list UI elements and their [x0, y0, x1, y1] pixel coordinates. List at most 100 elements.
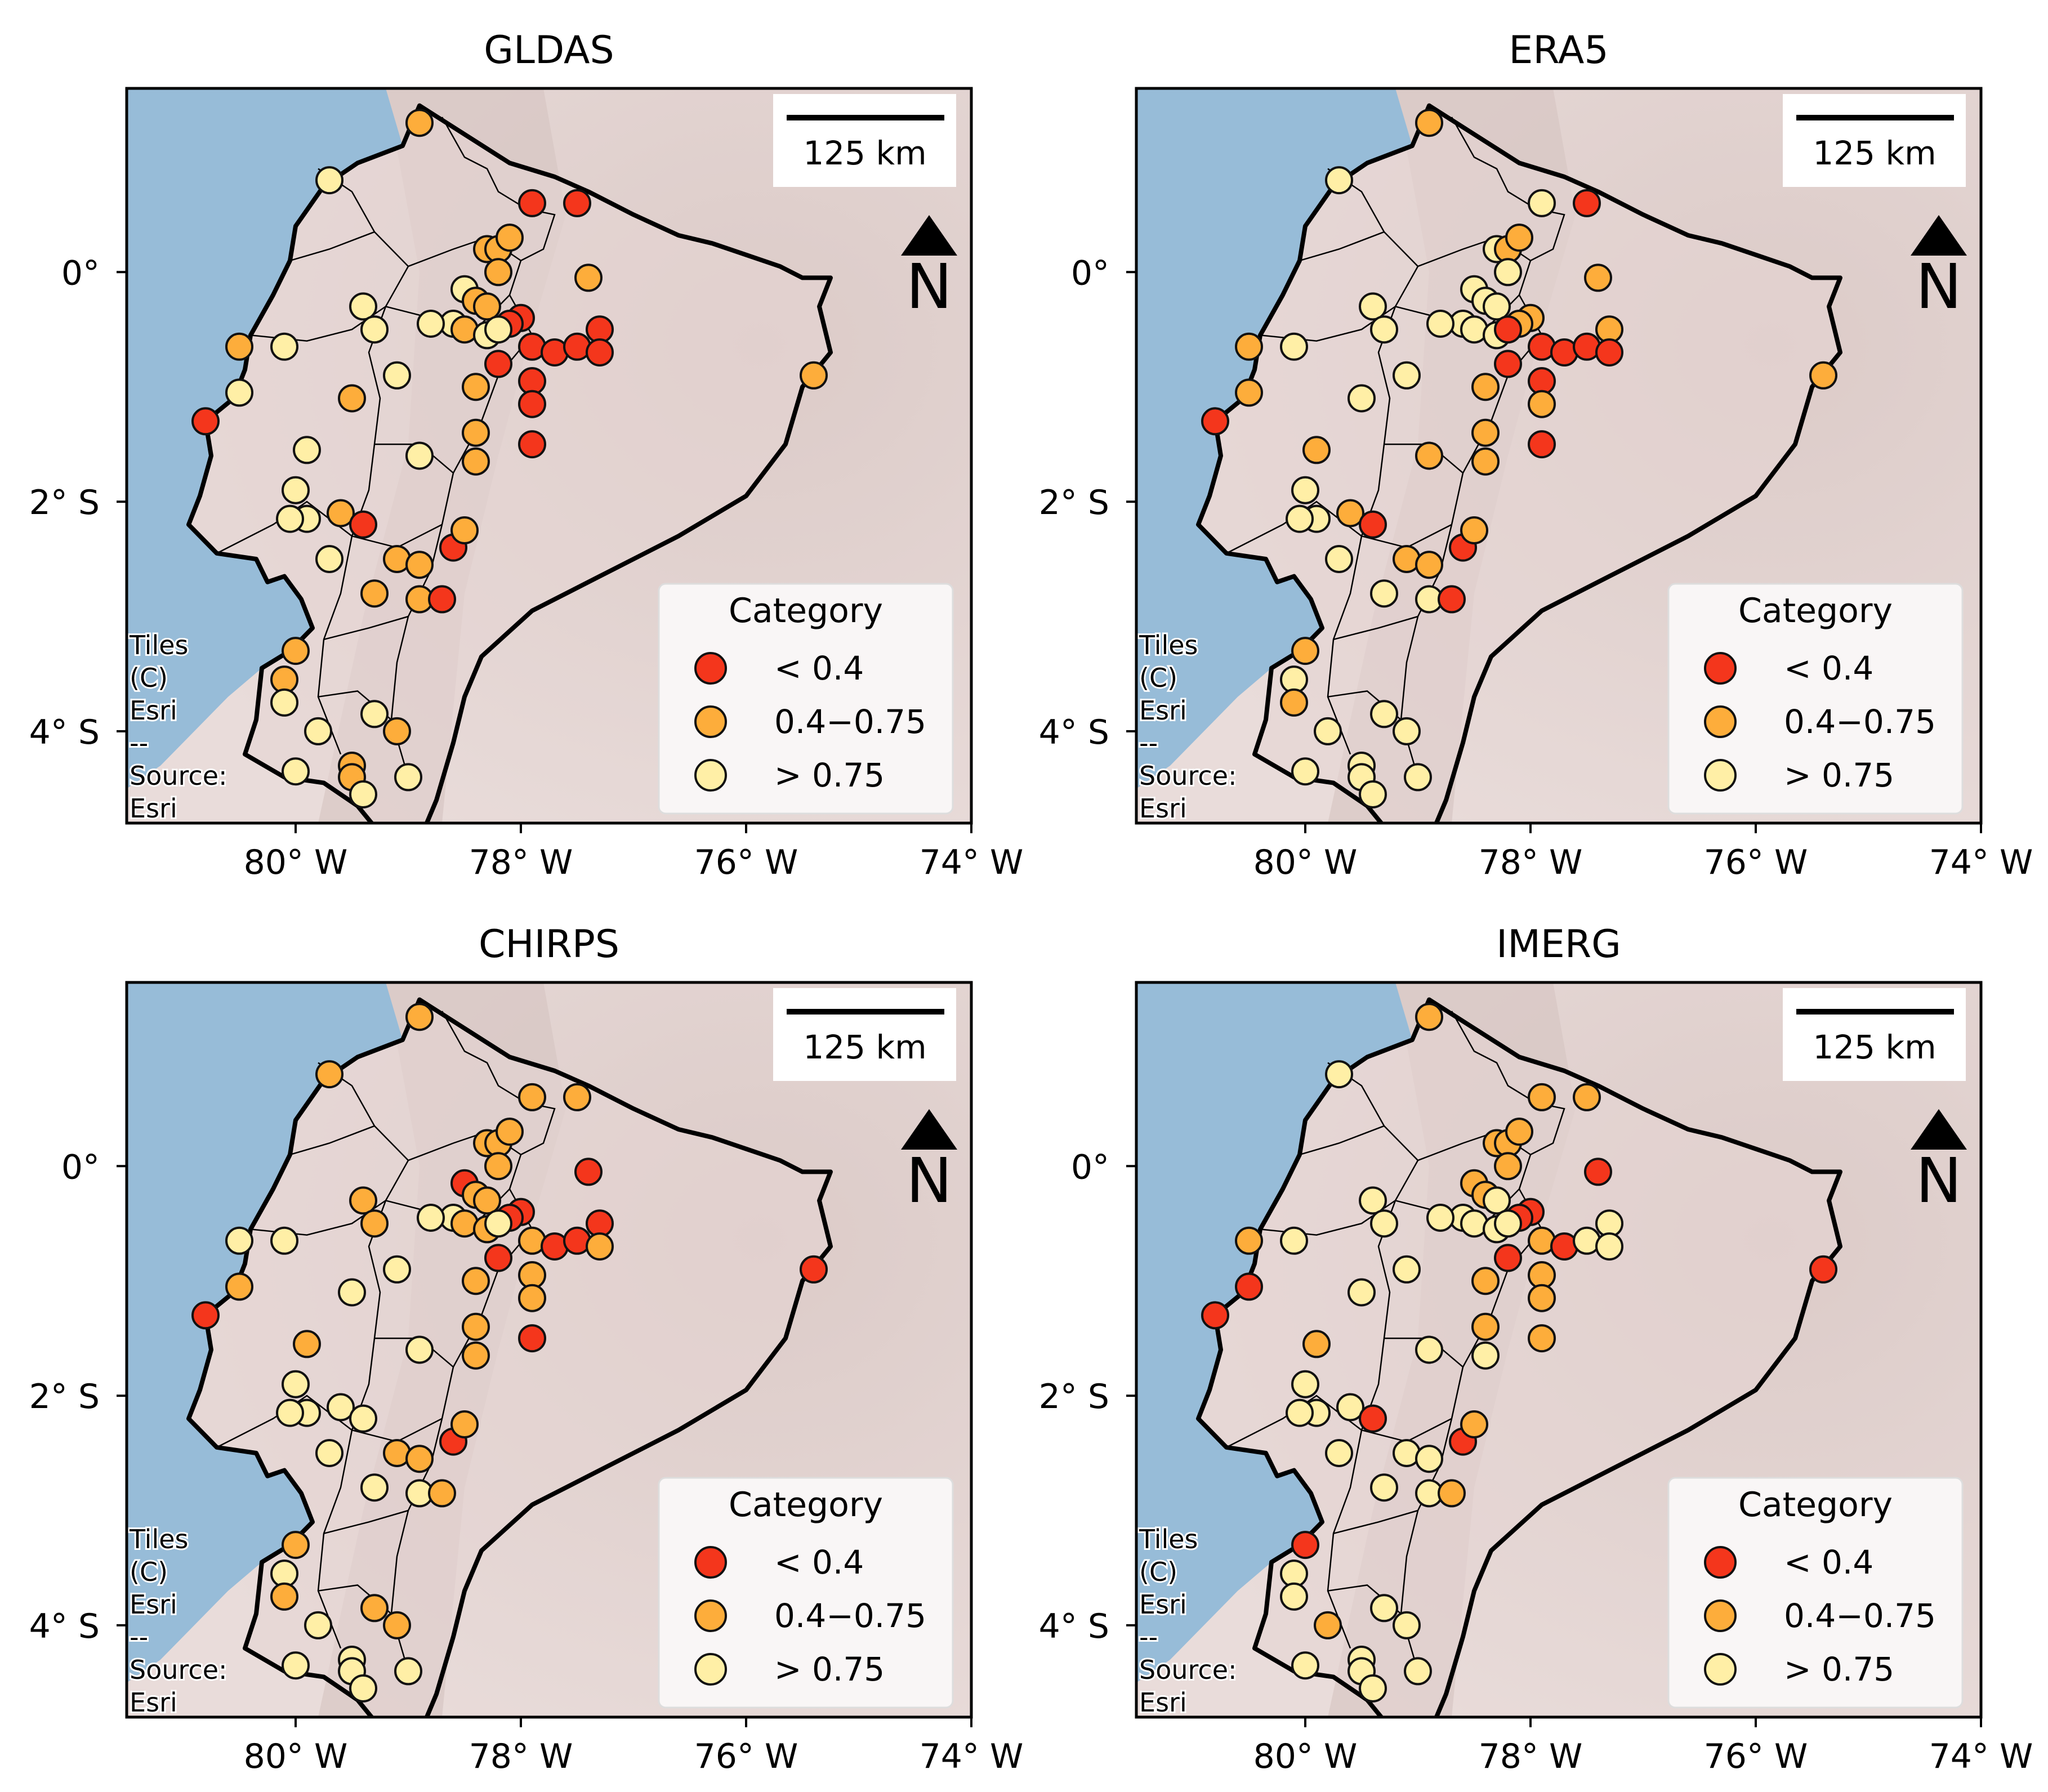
station-marker	[282, 637, 310, 665]
station-marker	[225, 332, 253, 361]
station-marker	[1404, 1657, 1432, 1686]
y-tick-label: 2° S	[29, 1377, 100, 1416]
province-boundary	[323, 615, 409, 641]
legend-title: Category	[1738, 1485, 1893, 1525]
scale-bar-label: 125 km	[803, 134, 926, 172]
x-tick-label: 76° W	[694, 1737, 798, 1776]
legend-label: > 0.75	[774, 1650, 885, 1688]
map-area	[127, 88, 971, 823]
station-marker	[405, 1445, 434, 1473]
legend-marker	[694, 652, 727, 685]
station-marker	[282, 757, 310, 786]
station-marker	[1494, 258, 1522, 287]
station-marker	[1359, 292, 1387, 321]
attribution-text: Tiles	[1139, 630, 1198, 660]
station-marker	[1573, 189, 1601, 217]
station-marker	[1359, 1674, 1387, 1702]
attribution-text: Source:	[130, 761, 227, 791]
y-tick-label: 4° S	[1039, 1607, 1109, 1646]
station-marker	[1460, 1410, 1488, 1438]
province-boundary	[1333, 1509, 1418, 1535]
y-tick-label: 4° S	[29, 1607, 100, 1646]
station-marker	[1460, 516, 1488, 544]
station-marker	[518, 189, 546, 217]
station-marker	[360, 579, 389, 608]
legend-box	[1667, 1477, 1964, 1709]
legend-label: < 0.4	[1784, 649, 1873, 687]
attribution-text: --	[1139, 728, 1158, 758]
station-marker	[417, 310, 445, 338]
x-tick-label: 74° W	[920, 1737, 1024, 1776]
station-marker	[1336, 499, 1364, 528]
attribution-text: Source:	[1139, 761, 1237, 791]
station-marker	[563, 1083, 591, 1111]
y-tick-label: 2° S	[1039, 483, 1109, 522]
station-marker	[1573, 1083, 1601, 1111]
station-marker	[1584, 1158, 1612, 1186]
station-marker	[1291, 1531, 1319, 1559]
legend-marker	[694, 1599, 727, 1632]
station-marker	[1505, 1118, 1533, 1146]
station-marker	[405, 441, 434, 470]
x-tick-label: 80° W	[1253, 843, 1358, 882]
station-marker	[1291, 476, 1319, 504]
station-marker	[225, 1226, 253, 1255]
station-marker	[574, 1158, 603, 1186]
legend-marker	[1704, 1653, 1737, 1686]
station-marker	[800, 1255, 828, 1284]
station-marker	[360, 700, 389, 729]
station-marker	[270, 1226, 298, 1255]
station-marker	[315, 1060, 343, 1089]
ocean	[127, 88, 403, 789]
attribution-text: Source:	[130, 1655, 227, 1685]
station-marker	[428, 1479, 456, 1508]
scale-bar-label: 125 km	[1813, 134, 1936, 172]
panel-frame	[1135, 981, 1983, 1719]
province-boundary	[1299, 231, 1385, 262]
station-marker	[293, 1330, 321, 1358]
station-marker	[1528, 1083, 1556, 1111]
station-marker	[462, 447, 490, 476]
station-marker	[1595, 1232, 1623, 1261]
attribution-text: --	[1139, 1622, 1158, 1652]
station-marker	[1359, 510, 1387, 539]
station-marker	[518, 430, 546, 459]
station-marker	[574, 263, 603, 292]
station-marker	[315, 1439, 343, 1467]
station-marker	[349, 1404, 377, 1433]
y-tick-label: 2° S	[1039, 1377, 1109, 1416]
attribution-text: (C)	[130, 1557, 168, 1587]
station-marker	[1370, 1209, 1398, 1238]
station-marker	[1280, 1226, 1308, 1255]
ocean	[1136, 88, 1412, 789]
x-tick-label: 80° W	[1253, 1737, 1358, 1776]
station-marker	[518, 1284, 546, 1312]
panel-frame	[1135, 87, 1983, 825]
legend-marker	[1704, 652, 1737, 685]
station-marker	[360, 1594, 389, 1623]
station-marker	[1370, 1473, 1398, 1502]
station-marker	[282, 1651, 310, 1680]
station-marker	[586, 338, 614, 367]
station-marker	[1471, 373, 1500, 401]
y-tick-label: 0°	[1071, 1147, 1109, 1187]
station-marker	[484, 258, 512, 287]
station-marker	[282, 1531, 310, 1559]
legend: Category < 0.4 0.4−0.75 > 0.75	[1667, 1477, 1964, 1709]
station-marker	[1809, 1255, 1837, 1284]
station-marker	[293, 436, 321, 464]
panel-title: GLDAS	[484, 28, 614, 73]
station-marker	[1370, 579, 1398, 608]
station-marker	[462, 373, 490, 401]
station-marker	[462, 418, 490, 447]
scale-bar-label: 125 km	[1813, 1028, 1936, 1066]
station-marker	[1235, 378, 1263, 407]
y-tick-label: 4° S	[1039, 713, 1109, 752]
legend-label: 0.4−0.75	[1784, 1597, 1936, 1635]
province-boundary	[289, 231, 375, 262]
station-marker	[1314, 717, 1342, 745]
station-marker	[1494, 1244, 1522, 1272]
station-marker	[327, 1393, 355, 1422]
